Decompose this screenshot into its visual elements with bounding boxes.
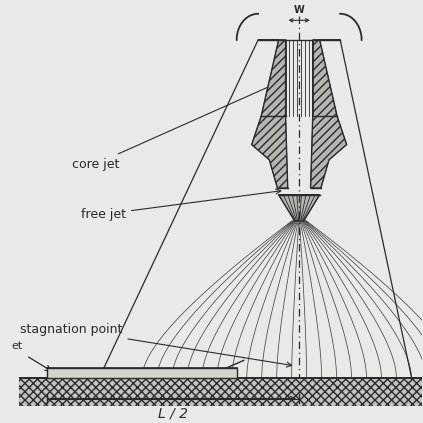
Text: L / 2: L / 2 xyxy=(158,407,188,420)
Bar xyxy=(47,368,237,378)
Text: W: W xyxy=(294,5,305,15)
Text: free jet: free jet xyxy=(81,189,281,221)
Polygon shape xyxy=(310,40,346,188)
Text: core jet: core jet xyxy=(71,80,285,170)
Polygon shape xyxy=(279,195,320,221)
Text: et: et xyxy=(11,341,22,351)
Polygon shape xyxy=(252,40,288,188)
Text: stagnation point: stagnation point xyxy=(20,323,291,367)
Bar xyxy=(19,378,423,406)
